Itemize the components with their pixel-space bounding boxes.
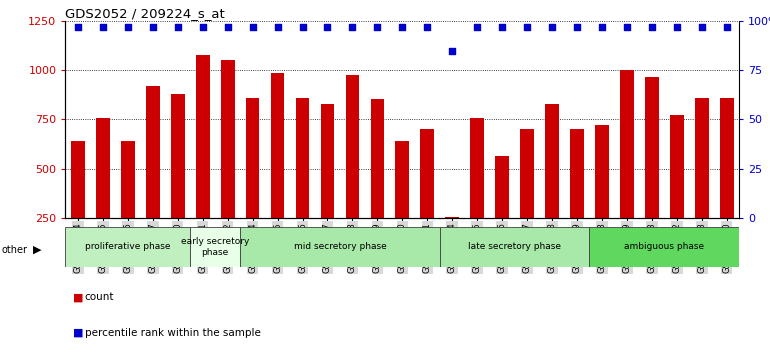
Bar xyxy=(440,227,590,267)
Point xyxy=(321,24,333,30)
Bar xyxy=(570,129,584,267)
Text: mid secretory phase: mid secretory phase xyxy=(293,242,387,251)
Bar xyxy=(670,115,684,267)
Text: early secretory
phase: early secretory phase xyxy=(181,237,249,257)
Bar xyxy=(595,125,609,267)
Bar xyxy=(271,73,284,267)
Bar xyxy=(645,77,658,267)
Bar xyxy=(720,98,734,267)
Bar xyxy=(545,104,559,267)
Text: other: other xyxy=(2,245,28,255)
Point xyxy=(646,24,658,30)
Bar xyxy=(171,94,185,267)
Point xyxy=(296,24,309,30)
Text: proliferative phase: proliferative phase xyxy=(85,242,171,251)
Point xyxy=(246,24,259,30)
Point xyxy=(72,24,84,30)
Bar xyxy=(240,227,440,267)
Point xyxy=(496,24,508,30)
Bar xyxy=(445,217,459,267)
Point xyxy=(271,24,283,30)
Point xyxy=(122,24,134,30)
Text: ■: ■ xyxy=(73,328,84,338)
Point xyxy=(571,24,583,30)
Point xyxy=(97,24,109,30)
Point xyxy=(546,24,558,30)
Text: ambiguous phase: ambiguous phase xyxy=(624,242,705,251)
Text: ■: ■ xyxy=(73,292,84,302)
Point xyxy=(621,24,633,30)
Bar xyxy=(71,141,85,267)
Bar xyxy=(370,99,384,267)
Point xyxy=(596,24,608,30)
Point xyxy=(471,24,484,30)
Text: ▶: ▶ xyxy=(32,245,42,255)
Text: percentile rank within the sample: percentile rank within the sample xyxy=(85,328,260,338)
Bar xyxy=(590,227,739,267)
Bar xyxy=(495,156,509,267)
Point xyxy=(371,24,383,30)
Point xyxy=(346,24,359,30)
Point xyxy=(671,24,683,30)
Bar xyxy=(296,98,310,267)
Bar xyxy=(320,104,334,267)
Bar xyxy=(65,227,190,267)
Bar xyxy=(196,55,209,267)
Point xyxy=(521,24,534,30)
Point xyxy=(396,24,408,30)
Point xyxy=(196,24,209,30)
Point xyxy=(695,24,708,30)
Point xyxy=(146,24,159,30)
Bar xyxy=(346,75,360,267)
Bar xyxy=(420,129,434,267)
Bar xyxy=(620,70,634,267)
Bar xyxy=(695,98,708,267)
Bar xyxy=(121,141,135,267)
Point xyxy=(446,48,458,53)
Point xyxy=(421,24,434,30)
Text: GDS2052 / 209224_s_at: GDS2052 / 209224_s_at xyxy=(65,7,225,20)
Point xyxy=(721,24,733,30)
Bar xyxy=(521,129,534,267)
Text: count: count xyxy=(85,292,114,302)
Point xyxy=(222,24,234,30)
Bar xyxy=(96,118,110,267)
Bar xyxy=(221,59,235,267)
Bar xyxy=(190,227,240,267)
Point xyxy=(172,24,184,30)
Text: late secretory phase: late secretory phase xyxy=(468,242,561,251)
Bar xyxy=(396,141,409,267)
Bar xyxy=(146,86,159,267)
Bar xyxy=(246,98,259,267)
Bar xyxy=(470,118,484,267)
